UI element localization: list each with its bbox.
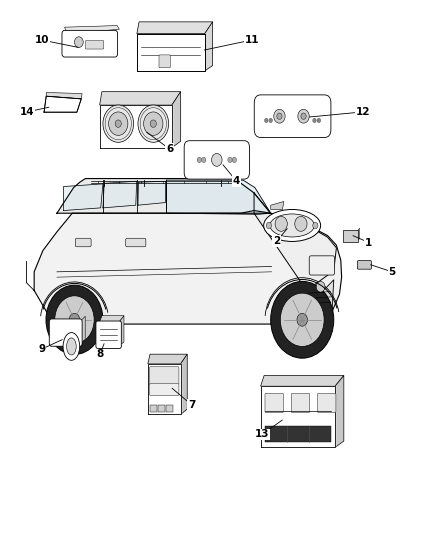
Circle shape — [295, 216, 307, 231]
Circle shape — [265, 118, 268, 123]
Polygon shape — [307, 280, 334, 314]
FancyBboxPatch shape — [291, 393, 310, 413]
Circle shape — [280, 293, 324, 346]
Circle shape — [275, 216, 287, 231]
FancyBboxPatch shape — [149, 367, 179, 385]
Circle shape — [297, 313, 307, 326]
Text: 10: 10 — [34, 35, 49, 45]
Polygon shape — [166, 180, 271, 214]
Polygon shape — [148, 354, 187, 364]
Polygon shape — [137, 34, 205, 71]
Text: 1: 1 — [365, 238, 372, 247]
Polygon shape — [46, 93, 82, 99]
FancyBboxPatch shape — [166, 405, 173, 411]
Text: 11: 11 — [244, 35, 259, 45]
Polygon shape — [205, 22, 213, 71]
Polygon shape — [254, 193, 336, 290]
Polygon shape — [172, 92, 180, 148]
Text: 8: 8 — [96, 350, 103, 359]
Circle shape — [150, 120, 156, 127]
Polygon shape — [118, 316, 124, 346]
Circle shape — [69, 313, 80, 326]
Circle shape — [298, 109, 309, 123]
Circle shape — [269, 118, 272, 123]
Circle shape — [316, 281, 325, 292]
Text: 6: 6 — [166, 144, 173, 154]
Text: 5: 5 — [389, 267, 396, 277]
Polygon shape — [265, 96, 322, 103]
Polygon shape — [57, 179, 271, 213]
Circle shape — [313, 118, 316, 123]
FancyBboxPatch shape — [62, 30, 117, 57]
Polygon shape — [180, 354, 187, 415]
Polygon shape — [271, 201, 284, 209]
Polygon shape — [103, 181, 137, 208]
Text: 4: 4 — [233, 176, 240, 186]
FancyBboxPatch shape — [254, 95, 331, 138]
Ellipse shape — [264, 209, 321, 241]
Text: 7: 7 — [188, 400, 195, 410]
Circle shape — [46, 285, 103, 354]
Circle shape — [55, 296, 94, 344]
Polygon shape — [64, 184, 103, 211]
FancyBboxPatch shape — [318, 393, 336, 413]
Circle shape — [232, 157, 237, 163]
Ellipse shape — [67, 338, 76, 355]
Circle shape — [277, 113, 282, 119]
Circle shape — [274, 109, 285, 123]
Text: 9: 9 — [38, 344, 45, 354]
Polygon shape — [99, 92, 180, 105]
Polygon shape — [138, 181, 166, 205]
Polygon shape — [193, 142, 242, 147]
Polygon shape — [335, 375, 344, 448]
Polygon shape — [137, 22, 213, 34]
Circle shape — [317, 118, 321, 123]
FancyBboxPatch shape — [75, 238, 91, 247]
Circle shape — [144, 112, 163, 135]
Polygon shape — [64, 26, 119, 34]
Polygon shape — [99, 316, 124, 323]
FancyBboxPatch shape — [49, 319, 82, 346]
FancyBboxPatch shape — [159, 55, 170, 68]
Circle shape — [74, 37, 83, 47]
FancyBboxPatch shape — [357, 261, 371, 269]
FancyBboxPatch shape — [265, 393, 283, 413]
Circle shape — [313, 222, 318, 229]
Ellipse shape — [63, 333, 80, 360]
FancyBboxPatch shape — [343, 230, 358, 242]
Polygon shape — [148, 364, 180, 415]
Text: 14: 14 — [20, 107, 35, 117]
Text: 12: 12 — [355, 107, 370, 117]
Circle shape — [197, 157, 201, 163]
Circle shape — [228, 157, 232, 163]
FancyBboxPatch shape — [150, 405, 157, 411]
FancyBboxPatch shape — [309, 256, 335, 275]
Circle shape — [271, 281, 334, 358]
Circle shape — [201, 157, 206, 163]
Bar — [265, 426, 331, 442]
Circle shape — [109, 112, 128, 135]
Polygon shape — [261, 386, 335, 448]
Text: 13: 13 — [254, 430, 269, 439]
Polygon shape — [34, 211, 342, 324]
FancyBboxPatch shape — [149, 384, 179, 395]
Circle shape — [266, 222, 272, 229]
Polygon shape — [99, 105, 172, 148]
Circle shape — [115, 120, 121, 127]
FancyBboxPatch shape — [126, 238, 146, 247]
Circle shape — [212, 154, 222, 166]
Polygon shape — [80, 316, 85, 344]
Polygon shape — [357, 228, 360, 241]
FancyBboxPatch shape — [96, 321, 121, 349]
Ellipse shape — [270, 214, 314, 237]
Text: 2: 2 — [273, 236, 280, 246]
Circle shape — [301, 113, 306, 119]
Circle shape — [103, 105, 134, 142]
Polygon shape — [44, 96, 81, 112]
FancyBboxPatch shape — [158, 405, 165, 411]
Polygon shape — [261, 375, 344, 386]
FancyBboxPatch shape — [184, 141, 250, 179]
Circle shape — [138, 105, 169, 142]
FancyBboxPatch shape — [85, 41, 104, 49]
